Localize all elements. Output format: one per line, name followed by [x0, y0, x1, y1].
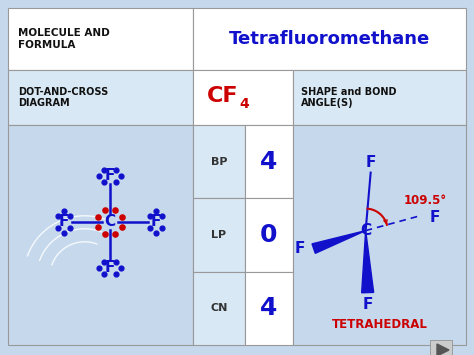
Point: [60, 208, 67, 214]
Point: [100, 179, 108, 185]
Point: [66, 225, 73, 231]
Point: [54, 213, 62, 219]
Point: [60, 230, 67, 235]
Point: [118, 224, 126, 230]
Bar: [245, 125, 293, 198]
Bar: [8, 8, 193, 70]
Point: [146, 213, 154, 219]
Point: [152, 208, 160, 214]
Text: F: F: [365, 155, 376, 170]
Point: [95, 265, 103, 271]
Text: F: F: [429, 210, 440, 225]
Text: 4: 4: [239, 97, 249, 110]
Text: F: F: [59, 214, 69, 229]
Bar: [293, 125, 466, 345]
Point: [95, 173, 103, 179]
Text: LP: LP: [211, 230, 227, 240]
Text: BP: BP: [211, 157, 227, 166]
Bar: [8, 70, 193, 125]
Text: TETRAHEDRAL: TETRAHEDRAL: [331, 318, 428, 332]
Point: [101, 207, 109, 213]
Point: [111, 207, 118, 213]
Point: [117, 173, 124, 179]
Point: [112, 179, 119, 185]
Bar: [193, 70, 293, 125]
Point: [112, 271, 119, 277]
Text: C: C: [360, 223, 371, 238]
Text: F: F: [363, 297, 373, 312]
Text: CN: CN: [210, 303, 228, 313]
Point: [152, 230, 160, 235]
Bar: [193, 198, 245, 272]
Point: [117, 265, 124, 271]
Bar: [193, 125, 245, 198]
Text: 0: 0: [260, 223, 278, 247]
Text: F: F: [151, 214, 161, 229]
Point: [158, 213, 165, 219]
Point: [112, 259, 119, 264]
Text: F: F: [105, 168, 115, 183]
Text: C: C: [104, 214, 115, 229]
Text: 109.5°: 109.5°: [404, 194, 447, 207]
Point: [100, 167, 108, 173]
Polygon shape: [312, 231, 365, 253]
Text: SHAPE and BOND
ANGLE(S): SHAPE and BOND ANGLE(S): [301, 87, 396, 108]
Point: [146, 225, 154, 231]
Text: F: F: [294, 241, 305, 256]
Point: [94, 214, 101, 220]
Polygon shape: [437, 344, 449, 355]
Text: F: F: [105, 260, 115, 275]
Text: CF: CF: [207, 86, 238, 105]
Text: 4: 4: [260, 296, 278, 320]
Bar: [293, 70, 466, 125]
Bar: [8, 125, 193, 345]
Text: Tetrafluoromethane: Tetrafluoromethane: [229, 30, 430, 48]
Point: [100, 271, 108, 277]
Point: [111, 231, 118, 237]
Bar: [245, 272, 293, 345]
Point: [66, 213, 73, 219]
Point: [54, 225, 62, 231]
Point: [118, 214, 126, 220]
Point: [101, 231, 109, 237]
Point: [112, 167, 119, 173]
Bar: [430, 340, 452, 355]
Polygon shape: [362, 231, 374, 293]
Bar: [193, 272, 245, 345]
Bar: [245, 198, 293, 272]
Point: [94, 224, 101, 230]
Text: 4: 4: [260, 150, 278, 174]
Text: MOLECULE AND
FORMULA: MOLECULE AND FORMULA: [18, 28, 110, 50]
Point: [100, 259, 108, 264]
Bar: [193, 8, 466, 70]
Text: DOT-AND-CROSS
DIAGRAM: DOT-AND-CROSS DIAGRAM: [18, 87, 108, 108]
Point: [158, 225, 165, 231]
